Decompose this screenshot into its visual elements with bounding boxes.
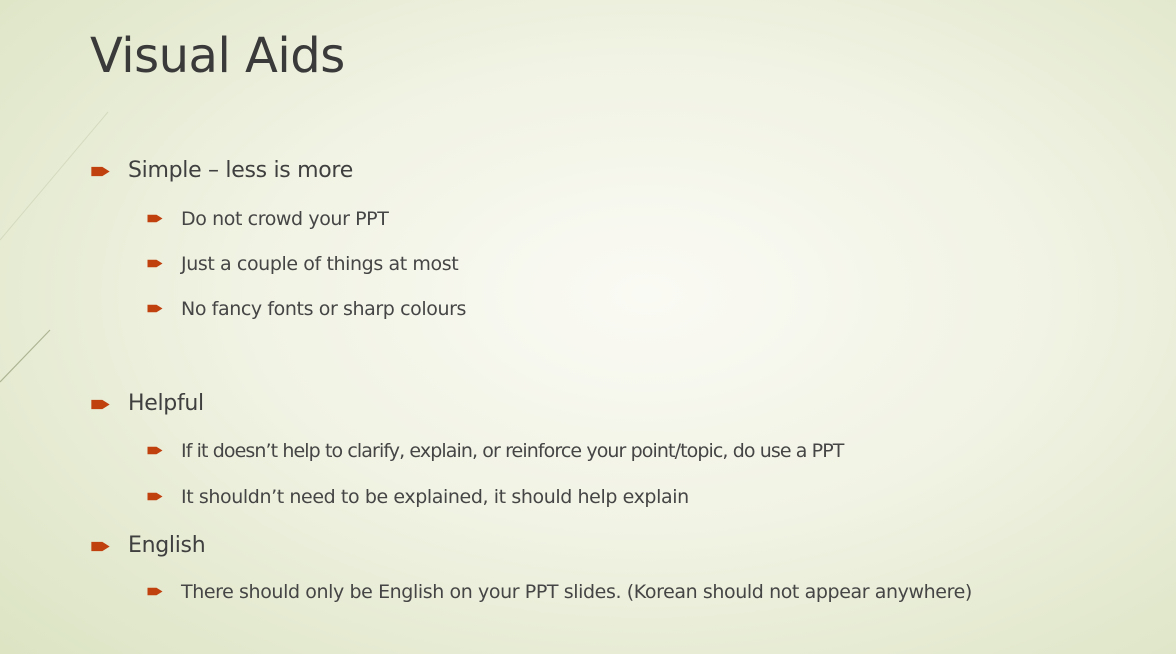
- bullet-text: Helpful: [128, 391, 204, 416]
- bullet-text: Simple – less is more: [128, 158, 353, 183]
- slide-title: Visual Aids: [90, 28, 345, 84]
- bullet-simple: Simple – less is more: [91, 157, 353, 185]
- sub-bullet-text: No fancy fonts or sharp colours: [181, 298, 467, 320]
- sub-bullet-text: Do not crowd your PPT: [181, 208, 389, 230]
- sub-bullet-text: It shouldn’t need to be explained, it sh…: [181, 486, 689, 508]
- arrow-bullet-icon: [147, 304, 163, 313]
- arrow-bullet-icon: [147, 446, 163, 455]
- bullet-helpful: Helpful: [91, 390, 204, 418]
- arrow-bullet-icon: [91, 166, 110, 177]
- sub-bullet: If it doesn’t help to clarify, explain, …: [147, 438, 844, 464]
- sub-bullet-text: If it doesn’t help to clarify, explain, …: [181, 440, 844, 462]
- bullet-english: English: [91, 532, 206, 560]
- arrow-bullet-icon: [147, 259, 163, 268]
- arrow-bullet-icon: [147, 492, 163, 501]
- sub-bullet-text: Just a couple of things at most: [181, 253, 459, 275]
- arrow-bullet-icon: [147, 214, 163, 223]
- sub-bullet-text: There should only be English on your PPT…: [181, 581, 972, 603]
- arrow-bullet-icon: [91, 399, 110, 410]
- sub-bullet: No fancy fonts or sharp colours: [147, 296, 466, 322]
- sub-bullet: There should only be English on your PPT…: [147, 579, 1107, 605]
- sub-bullet: Do not crowd your PPT: [147, 206, 389, 232]
- sub-bullet: Just a couple of things at most: [147, 251, 459, 277]
- arrow-bullet-icon: [91, 541, 110, 552]
- arrow-bullet-icon: [147, 587, 163, 596]
- sub-bullet: It shouldn’t need to be explained, it sh…: [147, 484, 689, 510]
- bullet-text: English: [128, 533, 206, 558]
